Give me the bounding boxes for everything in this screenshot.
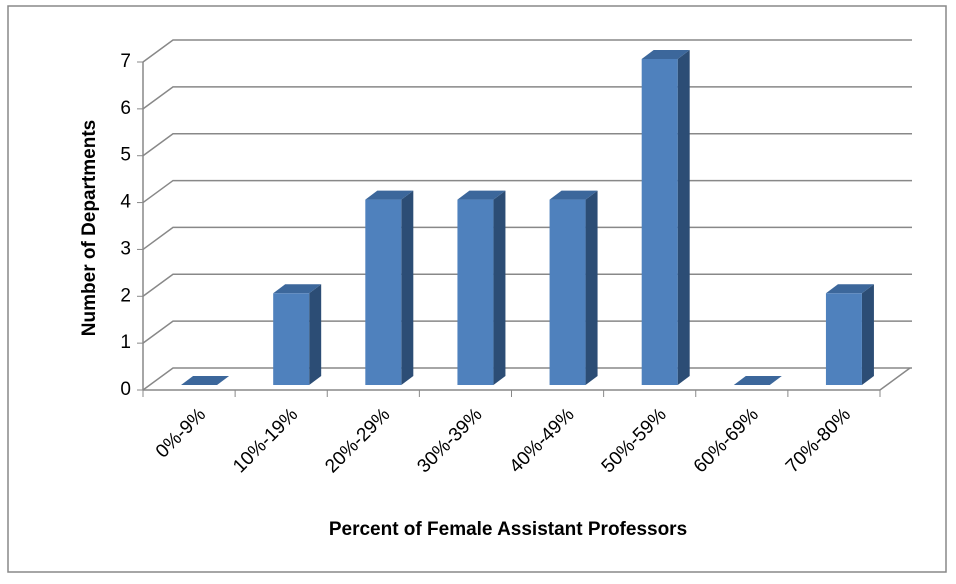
bar-top xyxy=(733,376,782,385)
y-axis-title: Number of Departments xyxy=(79,120,100,336)
bar-top xyxy=(825,284,874,294)
bar-side xyxy=(309,284,322,385)
y-tick-label: 1 xyxy=(120,332,131,353)
y-tick-label: 5 xyxy=(120,145,131,166)
grid-line xyxy=(142,39,912,63)
bar-top xyxy=(457,190,506,200)
bar xyxy=(641,59,678,385)
bar-side xyxy=(493,190,506,385)
bar-top xyxy=(641,50,690,59)
y-tick-label: 7 xyxy=(120,51,131,72)
bar-top xyxy=(365,190,414,200)
y-tick-label: 2 xyxy=(120,285,131,306)
bar xyxy=(457,199,494,385)
y-tick-label: 0 xyxy=(120,379,131,400)
y-tick-label: 3 xyxy=(120,238,131,259)
bar-side xyxy=(585,190,598,385)
bar-top xyxy=(273,284,322,294)
bar xyxy=(365,199,402,385)
y-tick-label: 6 xyxy=(120,98,131,119)
bar-side xyxy=(677,50,690,385)
y-tick-label: 4 xyxy=(120,192,131,213)
bar xyxy=(549,199,586,385)
bar-top xyxy=(549,190,598,200)
bar-top xyxy=(181,376,230,385)
bar-side xyxy=(861,284,874,385)
x-axis-title: Percent of Female Assistant Professors xyxy=(329,519,687,540)
bar xyxy=(825,293,862,385)
bar xyxy=(273,293,310,385)
bar-side xyxy=(401,190,414,385)
